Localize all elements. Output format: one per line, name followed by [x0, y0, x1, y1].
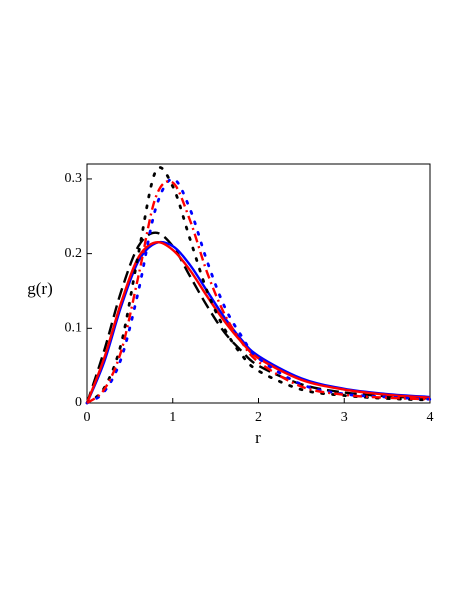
y-tick-label: 0.1 [65, 321, 83, 336]
x-tick-label: 0 [84, 410, 91, 425]
data-line [85, 241, 431, 404]
y-tick-label: 0.2 [65, 246, 83, 261]
x-tick-label: 3 [341, 410, 348, 425]
x-tick-label: 1 [169, 410, 176, 425]
x-tick-label: 4 [427, 410, 434, 425]
x-tick-label: 2 [255, 410, 262, 425]
x-axis-label: r [255, 428, 261, 447]
data-line [86, 180, 431, 404]
y-tick-label: 0.3 [65, 171, 83, 186]
y-tick-label: 0 [75, 395, 82, 410]
data-line [85, 231, 431, 404]
y-axis-label: g(r) [27, 279, 52, 298]
